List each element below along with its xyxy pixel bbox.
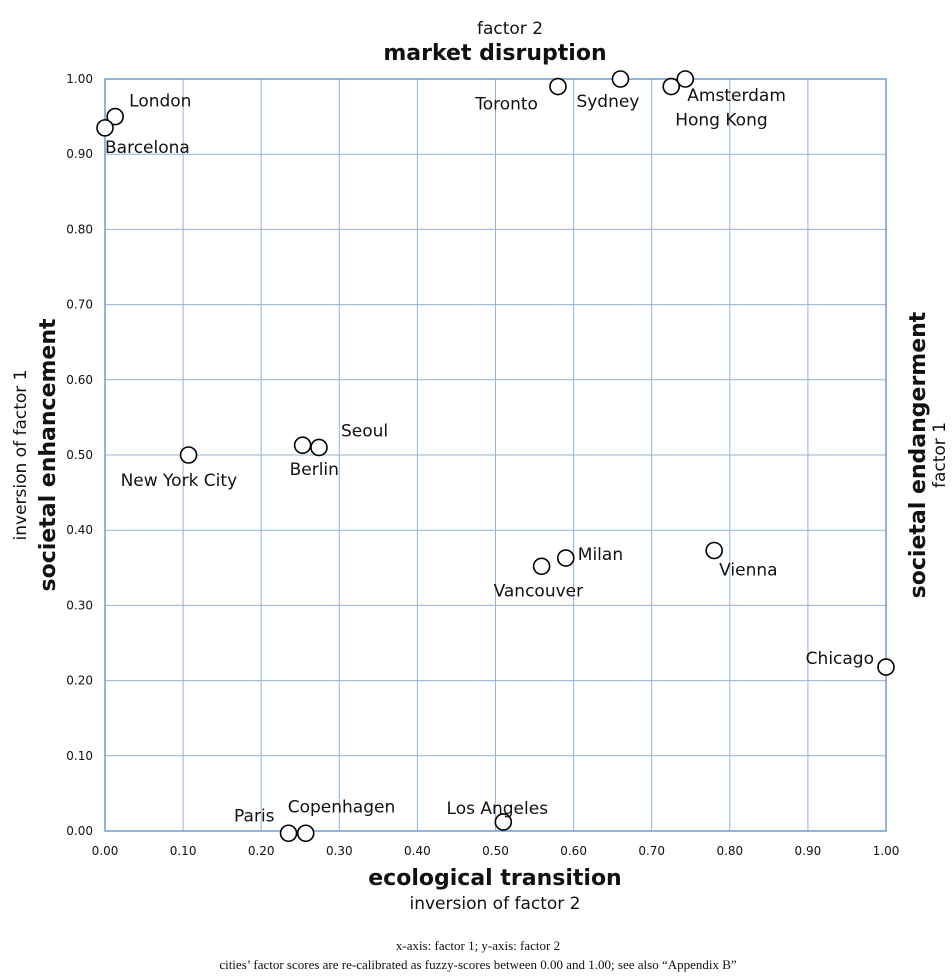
x-tick-label: 0.90 — [795, 844, 822, 858]
data-points — [96, 70, 895, 843]
city-labels: London Barcelona Toronto Sydney Amsterdam Hon… — [105, 86, 874, 826]
tick-labels: 0.00 0.10 0.20 0.30 0.40 0.50 0.60 0.70 0.80 0.90… — [66, 72, 899, 858]
point-vancouver — [532, 557, 551, 576]
y-tick-label: 0.20 — [66, 674, 93, 688]
label-hong-kong: Hong Kong — [675, 111, 767, 131]
point-paris — [279, 824, 298, 843]
y-tick-label: 1.00 — [66, 72, 93, 86]
y-tick-label: 0.40 — [66, 523, 93, 537]
footnote-line-2: cities’ factor scores are re-calibrated … — [219, 957, 737, 972]
x-tick-label: 0.30 — [326, 844, 353, 858]
label-milan: Milan — [578, 545, 623, 565]
point-new-york-city — [179, 446, 198, 464]
bottom-axis-subtitle: inversion of factor 2 — [410, 894, 581, 914]
y-tick-label: 0.30 — [66, 598, 93, 612]
y-tick-label: 0.00 — [66, 824, 93, 838]
point-toronto — [549, 77, 567, 96]
point-sydney — [611, 70, 630, 88]
label-toronto: Toronto — [474, 95, 538, 115]
y-tick-label: 0.60 — [66, 373, 93, 387]
point-berlin — [293, 436, 312, 455]
x-tick-label: 0.40 — [404, 844, 431, 858]
right-axis-title: societal endangerment — [906, 311, 931, 598]
footnote-line-1: x-axis: factor 1; y-axis: factor 2 — [396, 938, 560, 953]
x-tick-label: 0.60 — [560, 844, 587, 858]
point-milan — [556, 549, 575, 567]
point-hong-kong — [662, 77, 681, 96]
point-london — [106, 107, 124, 126]
point-los-angeles — [494, 813, 513, 831]
left-axis-subtitle: inversion of factor 1 — [11, 370, 31, 541]
plot-frame — [104, 78, 887, 832]
x-tick-label: 0.00 — [92, 844, 119, 858]
y-tick-label: 0.10 — [66, 749, 93, 763]
x-tick-label: 0.20 — [248, 844, 275, 858]
label-paris: Paris — [234, 806, 275, 826]
left-axis-title: societal enhancement — [36, 318, 61, 591]
label-copenhagen: Copenhagen — [288, 797, 396, 817]
x-tick-label: 0.50 — [482, 844, 509, 858]
label-amsterdam: Amsterdam — [687, 86, 786, 106]
top-axis-subtitle: factor 2 — [477, 19, 543, 39]
label-seoul: Seoul — [341, 421, 388, 441]
right-axis-subtitle: factor 1 — [930, 422, 950, 488]
label-london: London — [129, 92, 191, 112]
y-tick-label: 0.70 — [66, 298, 93, 312]
point-seoul — [310, 438, 328, 457]
bottom-axis-title: ecological transition — [368, 866, 621, 891]
x-tick-label: 0.80 — [716, 844, 743, 858]
point-barcelona — [96, 119, 114, 137]
label-los-angeles: Los Angeles — [447, 799, 549, 819]
label-vancouver: Vancouver — [494, 581, 584, 601]
x-tick-label: 0.10 — [170, 844, 197, 858]
y-tick-label: 0.80 — [66, 222, 93, 236]
label-berlin: Berlin — [290, 460, 339, 480]
label-chicago: Chicago — [806, 649, 874, 669]
point-chicago — [877, 658, 895, 676]
y-tick-label: 0.90 — [66, 147, 93, 161]
label-vienna: Vienna — [719, 561, 777, 581]
top-axis-title: market disruption — [383, 41, 606, 66]
x-tick-label: 1.00 — [873, 844, 900, 858]
x-tick-label: 0.70 — [638, 844, 665, 858]
point-amsterdam — [676, 70, 695, 88]
label-barcelona: Barcelona — [105, 138, 190, 158]
label-new-york-city: New York City — [121, 471, 238, 491]
point-vienna — [705, 541, 723, 560]
point-copenhagen — [296, 824, 315, 843]
y-tick-label: 0.50 — [66, 448, 93, 462]
label-sydney: Sydney — [576, 92, 639, 112]
grid — [104, 78, 887, 832]
